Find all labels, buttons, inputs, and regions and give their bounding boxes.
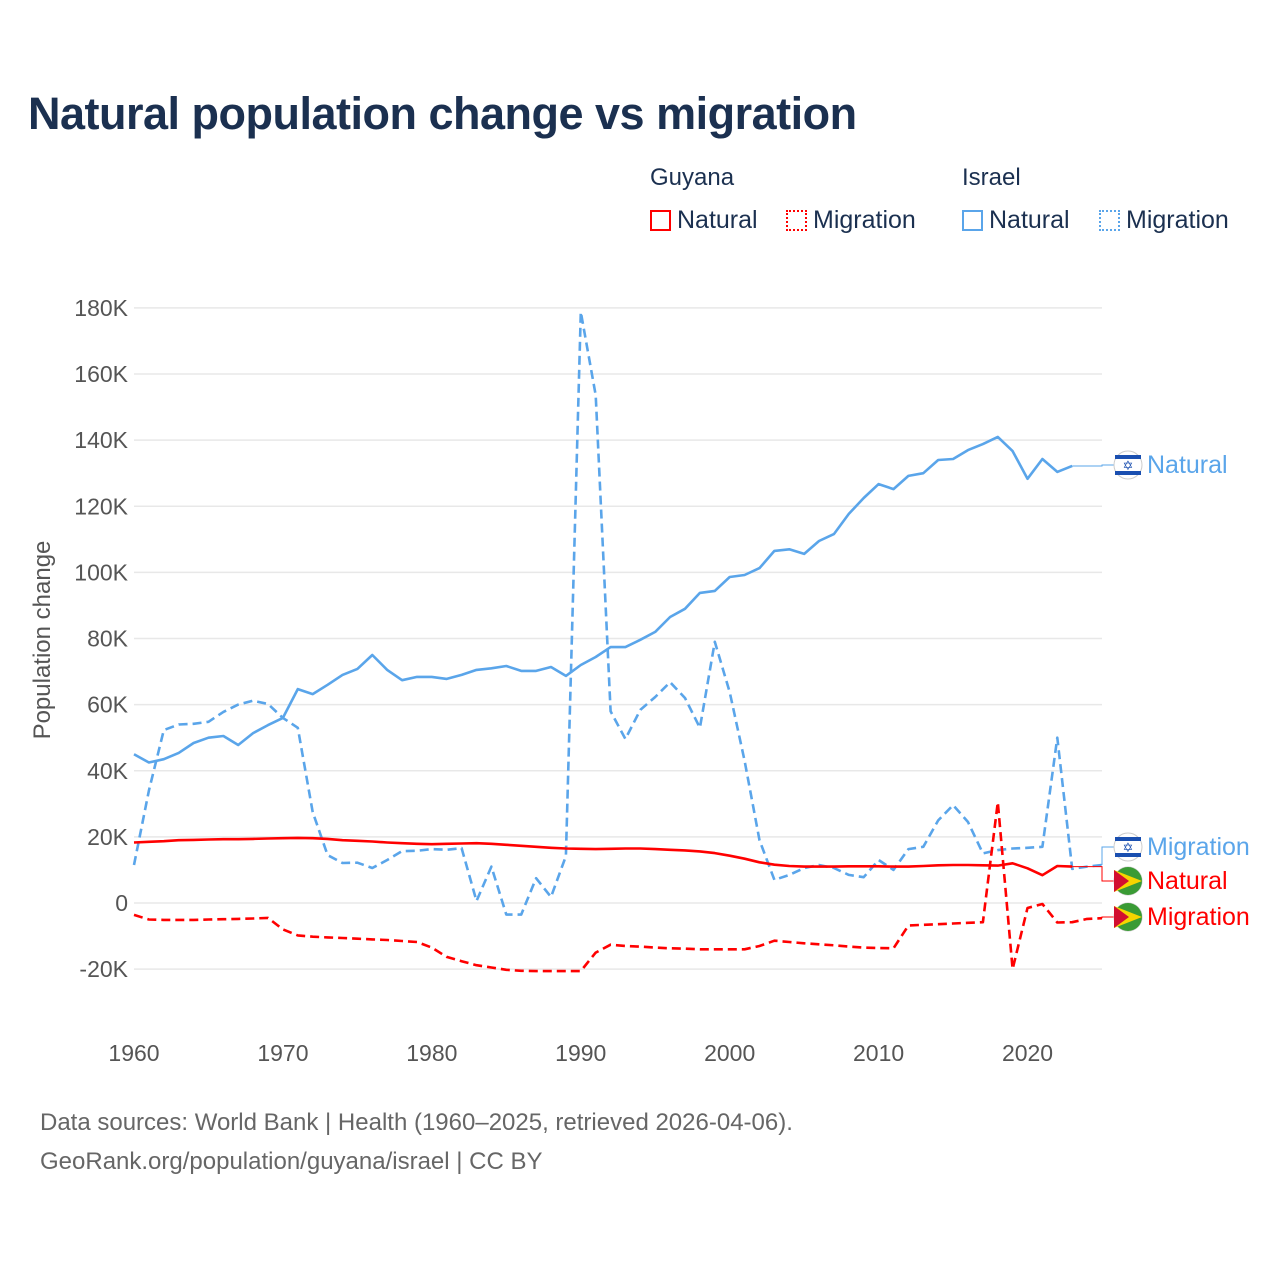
label-connector <box>1101 846 1114 865</box>
series-end-label: Natural <box>1147 451 1228 479</box>
guyana-flag-icon <box>1113 902 1143 932</box>
series-end-label: Migration <box>1147 833 1250 861</box>
legend-label: Migration <box>1126 206 1229 234</box>
series-line-guyana-migration <box>133 800 1103 973</box>
flag-stripe <box>1115 455 1141 459</box>
legend-group-israel: Israel <box>962 164 1021 191</box>
label-connector <box>1072 866 1114 882</box>
footer-attribution[interactable]: GeoRank.org/population/guyana/israel | C… <box>40 1148 543 1175</box>
solid-line-swatch-icon <box>962 210 983 231</box>
legend-label: Natural <box>677 206 758 234</box>
israel-flag-icon: ✡ <box>1113 832 1143 862</box>
flag-stripe <box>1115 837 1141 841</box>
x-tick-label: 1980 <box>406 1040 457 1066</box>
label-connector <box>1072 464 1114 467</box>
x-tick-label: 1990 <box>555 1040 606 1066</box>
israel-flag-icon: ✡ <box>1113 450 1143 480</box>
legend-label: Migration <box>813 206 916 234</box>
y-tick-label: 160K <box>74 361 128 387</box>
dotted-line-swatch-icon <box>1099 210 1120 231</box>
legend-israel-migration[interactable]: Migration <box>1099 206 1229 235</box>
y-tick-label: -20K <box>79 956 128 982</box>
star-of-david-icon: ✡ <box>1123 458 1134 473</box>
flag-red <box>1114 906 1129 928</box>
y-axis-label: Population change <box>29 541 56 740</box>
series-line-israel-migration <box>132 310 1103 916</box>
legend-guyana-natural[interactable]: Natural <box>650 206 758 235</box>
y-tick-label: 60K <box>87 692 129 718</box>
y-tick-label: 80K <box>87 626 129 652</box>
flag-stripe <box>1115 853 1141 857</box>
footer-sources: Data sources: World Bank | Health (1960–… <box>40 1109 793 1136</box>
legend-label: Natural <box>989 206 1070 234</box>
chart-title: Natural population change vs migration <box>28 88 857 139</box>
label-connector <box>1101 916 1114 919</box>
flag-stripe <box>1115 471 1141 475</box>
flag-red <box>1114 870 1129 892</box>
series-line-israel-natural <box>133 435 1073 764</box>
y-tick-label: 20K <box>87 824 129 850</box>
y-tick-label: 0 <box>115 890 128 916</box>
legend-group-guyana: Guyana <box>650 164 735 191</box>
series-end-label: Migration <box>1147 903 1250 931</box>
series-end-label: Natural <box>1147 867 1228 895</box>
y-tick-label: 180K <box>74 295 128 321</box>
x-tick-label: 1970 <box>257 1040 308 1066</box>
x-tick-label: 2000 <box>704 1040 755 1066</box>
dotted-line-swatch-icon <box>786 210 807 231</box>
x-tick-label: 1960 <box>108 1040 159 1066</box>
guyana-flag-icon <box>1113 866 1143 896</box>
y-tick-label: 40K <box>87 758 129 784</box>
x-tick-label: 2010 <box>853 1040 904 1066</box>
y-tick-label: 140K <box>74 427 128 453</box>
legend-israel-natural[interactable]: Natural <box>962 206 1070 235</box>
legend-guyana-migration[interactable]: Migration <box>786 206 916 235</box>
solid-line-swatch-icon <box>650 210 671 231</box>
y-tick-label: 100K <box>74 559 128 585</box>
y-tick-label: 120K <box>74 493 128 519</box>
x-tick-label: 2020 <box>1002 1040 1053 1066</box>
star-of-david-icon: ✡ <box>1123 840 1134 855</box>
series-line-guyana-natural <box>133 836 1073 877</box>
